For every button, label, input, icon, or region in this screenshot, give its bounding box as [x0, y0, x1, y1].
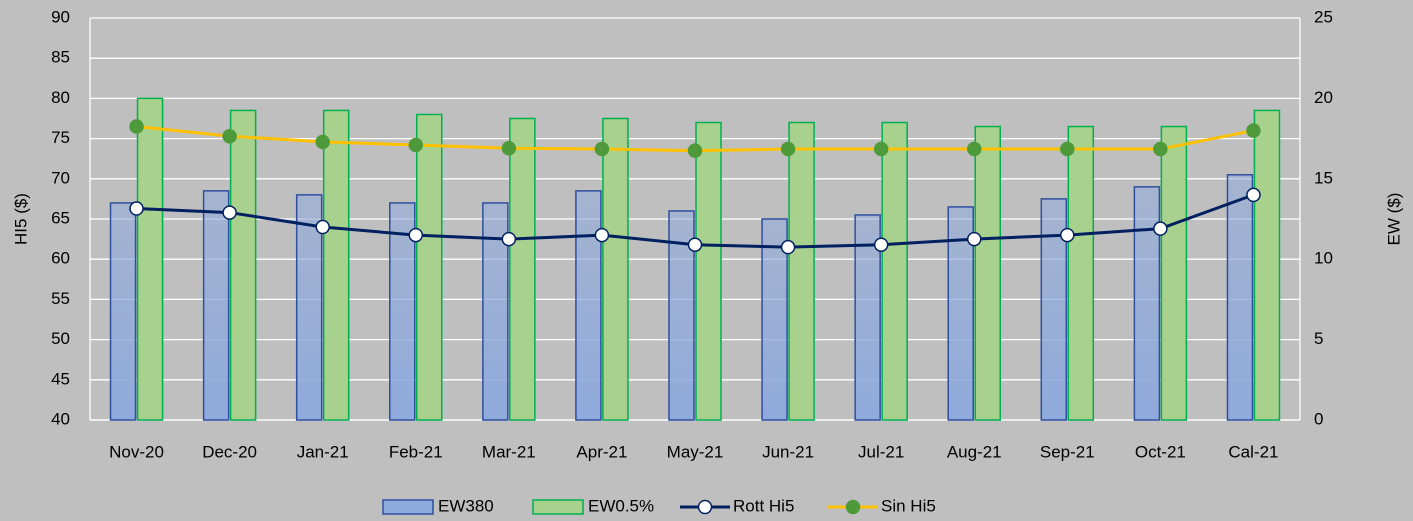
y2-tick-label: 15 [1314, 168, 1333, 187]
y-tick-label: 40 [51, 409, 70, 428]
legend-label: EW380 [438, 496, 494, 515]
marker [687, 143, 703, 158]
bar [788, 121, 815, 421]
x-tick-label: Cal-21 [1228, 442, 1278, 461]
x-tick-label: Mar-21 [482, 442, 536, 461]
legend-label: Rott Hi5 [733, 496, 794, 515]
marker [1246, 187, 1261, 203]
marker [222, 205, 237, 220]
bar [575, 190, 602, 421]
marker [594, 141, 610, 157]
bar [1160, 125, 1188, 421]
x-tick-label: Jul-21 [858, 442, 904, 461]
bar [881, 121, 908, 421]
marker [873, 237, 889, 252]
marker [966, 141, 982, 157]
x-tick-label: Oct-21 [1135, 442, 1186, 461]
y-tick-label: 65 [51, 208, 70, 227]
bar [1226, 174, 1254, 421]
x-tick-label: Jun-21 [762, 442, 814, 461]
legend-item: Rott Hi5 [680, 496, 794, 515]
marker [1246, 123, 1261, 138]
bar [1133, 186, 1161, 421]
y-tick-label: 45 [51, 369, 70, 388]
bar [202, 190, 230, 421]
marker [222, 128, 237, 144]
y2-tick-label: 20 [1314, 88, 1333, 107]
legend-swatch [532, 499, 584, 515]
x-tick-label: May-21 [667, 442, 724, 461]
y-tick-label: 55 [51, 289, 70, 308]
legend-item: Sin Hi5 [828, 496, 936, 515]
y-tick-label: 75 [51, 128, 70, 147]
y2-tick-label: 5 [1314, 329, 1323, 348]
x-tick-label: Apr-21 [576, 442, 627, 461]
bar [695, 121, 722, 421]
bar [1253, 109, 1281, 421]
bar [416, 113, 443, 421]
marker [780, 239, 796, 255]
marker [315, 134, 330, 150]
y2-axis-label: EW ($) [1384, 193, 1403, 246]
marker [780, 141, 796, 157]
marker [1153, 141, 1168, 157]
marker [501, 231, 517, 247]
marker [1060, 141, 1075, 157]
bar [229, 109, 257, 421]
y-tick-label: 80 [51, 88, 70, 107]
x-tick-label: Jan-21 [297, 442, 349, 461]
legend-marker [845, 499, 861, 515]
marker [687, 237, 703, 252]
y-tick-label: 90 [51, 7, 70, 26]
x-tick-label: Dec-20 [202, 442, 257, 461]
y2-tick-label: 0 [1314, 409, 1323, 428]
bar [761, 218, 788, 421]
marker [408, 137, 424, 153]
bar [1067, 125, 1095, 421]
marker [315, 219, 330, 235]
legend-label: Sin Hi5 [881, 496, 936, 515]
y-axis-label: HI5 ($) [11, 193, 30, 245]
bar [295, 194, 323, 421]
marker [1153, 221, 1168, 236]
marker [129, 119, 144, 134]
y-tick-label: 60 [51, 249, 70, 268]
x-tick-label: Nov-20 [109, 442, 164, 461]
marker [873, 141, 889, 157]
bar [136, 97, 164, 421]
marker [1060, 227, 1075, 243]
y-tick-label: 70 [51, 168, 70, 187]
legend-item: EW0.5% [532, 496, 654, 515]
bar [974, 125, 1001, 421]
bar [322, 109, 350, 421]
legend-label: EW0.5% [588, 496, 654, 515]
x-tick-label: Sep-21 [1040, 442, 1095, 461]
y-tick-label: 50 [51, 329, 70, 348]
bar [509, 117, 536, 421]
legend-item: EW380 [382, 496, 494, 515]
marker [594, 227, 610, 243]
marker [408, 227, 424, 243]
x-tick-label: Feb-21 [389, 442, 443, 461]
bar [109, 202, 137, 421]
y2-tick-label: 25 [1314, 7, 1333, 26]
bar [602, 117, 629, 421]
y2-tick-label: 10 [1314, 249, 1333, 268]
x-tick-label: Aug-21 [947, 442, 1002, 461]
legend-swatch [382, 499, 434, 515]
marker [129, 201, 144, 216]
y-tick-label: 85 [51, 48, 70, 67]
marker [966, 231, 982, 247]
legend-marker [697, 499, 713, 515]
marker [501, 140, 517, 156]
